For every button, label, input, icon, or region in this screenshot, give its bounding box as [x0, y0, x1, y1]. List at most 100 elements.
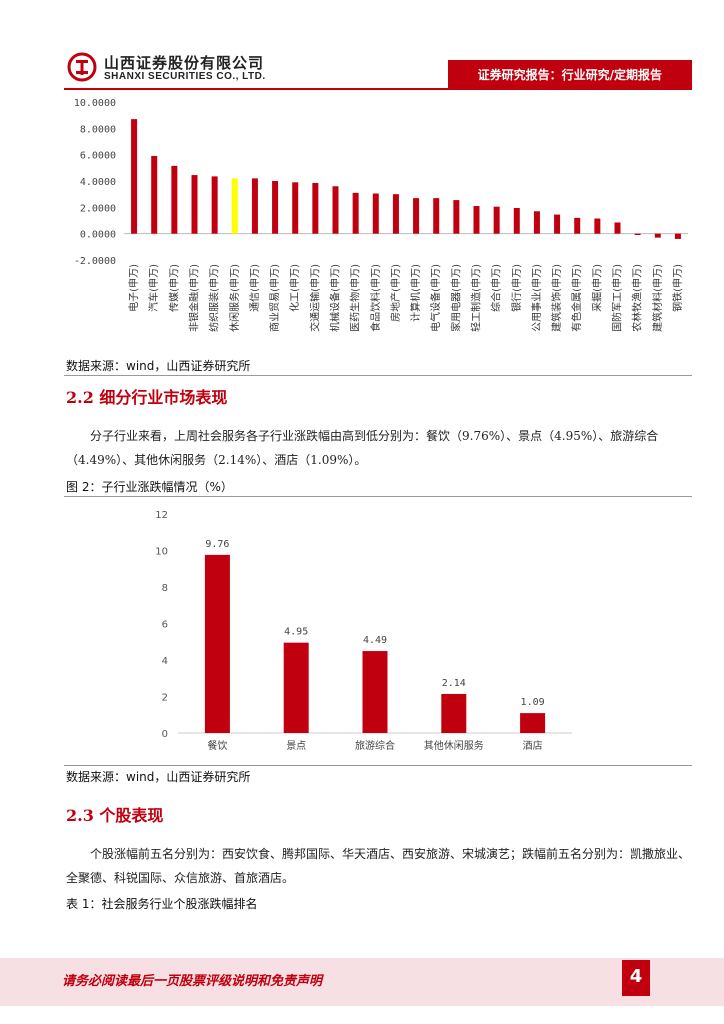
page-number: 4	[629, 966, 643, 987]
y-tick-label: 6	[162, 620, 168, 631]
footer-disclaimer: 请务必阅读最后一页股票评级说明和免责声明	[62, 974, 323, 989]
x-category-label: 化工(申万)	[288, 264, 301, 312]
bar	[513, 207, 520, 234]
x-category-label: 食品饮料(申万)	[369, 264, 382, 332]
industry-return-chart: 10.0000 8.0000 6.0000 4.0000 2.0000 0.0000 -2.…	[74, 98, 688, 332]
bar	[674, 233, 681, 239]
bar	[272, 181, 279, 234]
y-tick-label: 4.0000	[80, 177, 116, 188]
bar	[372, 193, 379, 234]
x-category-label: 传媒(申万)	[167, 264, 180, 312]
x-category-label: 电子(申万)	[127, 264, 140, 312]
report-type-bar: 证券研究报告：行业研究/定期报告	[448, 60, 692, 88]
company-name-en: SHANXI SECURITIES CO., LTD.	[104, 71, 266, 82]
section-2-2-paragraph: 分子行业来看，上周社会服务各子行业涨跌幅由高到低分别为：餐饮（9.76%）、景点…	[66, 429, 659, 467]
x-category-label: 轻工制造(申万)	[470, 264, 483, 332]
x-category-label: 通信(申万)	[248, 264, 261, 312]
x-category-label: 有色金属(申万)	[570, 264, 583, 332]
bar	[634, 233, 641, 235]
section-2-3-title: 2.3 个股表现	[66, 806, 164, 825]
bar	[554, 214, 561, 234]
data-label: 2.14	[442, 678, 466, 689]
y-tick-label: 2.0000	[80, 203, 116, 214]
x-category-label: 综合(申万)	[490, 264, 503, 312]
y-tick-label: 4	[162, 656, 168, 667]
chart2-caption: 图 2：子行业涨跌幅情况（%）	[66, 480, 233, 494]
bar	[204, 554, 230, 733]
bar	[131, 119, 138, 234]
x-category-label: 汽车(申万)	[147, 264, 160, 312]
y-tick-label: 12	[155, 510, 168, 521]
chart2-top-rule	[64, 496, 692, 497]
bar	[441, 693, 467, 733]
bar	[283, 642, 309, 733]
x-category-label: 采掘(申万)	[590, 264, 603, 312]
x-category-label: 国防军工(申万)	[611, 264, 624, 332]
x-category-label: 建筑材料(申万)	[651, 264, 664, 332]
x-category-label: 酒店	[523, 739, 543, 752]
company-name-cn: 山西证券股份有限公司	[104, 54, 265, 72]
y-tick-label: 8	[162, 583, 168, 594]
bar	[574, 217, 581, 234]
bar	[332, 186, 339, 234]
section-2-2-title: 2.2 细分行业市场表现	[66, 388, 228, 407]
x-category-label: 非银金融(申万)	[188, 264, 201, 332]
bar	[473, 206, 480, 234]
y-tick-label: -2.0000	[74, 256, 116, 267]
bar	[614, 222, 621, 234]
x-category-label: 休闲服务(申万)	[228, 264, 241, 332]
bar	[292, 182, 299, 234]
x-category-label: 钢铁(申万)	[671, 264, 684, 312]
bar	[191, 175, 198, 234]
bar	[211, 176, 218, 234]
x-category-label: 计算机(申万)	[409, 264, 422, 322]
chart1-bottom-rule	[64, 375, 692, 376]
x-category-label: 旅游综合	[355, 739, 395, 752]
x-category-label: 公用事业(申万)	[530, 264, 543, 332]
y-tick-label: 0.0000	[80, 230, 116, 241]
chart2-source: 数据来源：wind，山西证券研究所	[66, 770, 251, 784]
bar	[352, 192, 359, 234]
data-label: 4.49	[363, 635, 387, 646]
x-category-label: 餐饮	[207, 739, 227, 752]
table1-caption: 表 1：社会服务行业个股涨跌幅排名	[66, 897, 258, 911]
x-category-label: 家用电器(申万)	[449, 264, 462, 332]
y-tick-label: 2	[162, 693, 168, 704]
bar	[493, 206, 500, 234]
bar	[151, 155, 158, 234]
bar	[251, 178, 258, 234]
x-category-label: 交通运输(申万)	[308, 264, 321, 332]
bar	[171, 165, 178, 234]
y-tick-label: 8.0000	[80, 124, 116, 135]
y-tick-label: 10	[155, 547, 168, 558]
data-label: 1.09	[521, 697, 545, 708]
bar	[453, 200, 460, 234]
report-type: 证券研究报告：行业研究/定期报告	[477, 68, 662, 82]
chart2-bottom-rule	[64, 765, 692, 766]
x-category-label: 电气设备(申万)	[429, 264, 442, 332]
x-category-label: 其他休闲服务	[424, 739, 484, 752]
bar	[312, 182, 319, 234]
bar	[362, 651, 388, 733]
chart1-source: 数据来源：wind，山西证券研究所	[66, 359, 251, 373]
section-2-3-paragraph: 个股涨幅前五名分别为：西安饮食、腾邦国际、华天酒店、西安旅游、宋城演艺；跌幅前五…	[66, 847, 691, 885]
x-category-label: 农林牧渔(申万)	[631, 264, 644, 332]
bar	[654, 233, 661, 238]
header-divider	[64, 88, 692, 90]
y-tick-label: 0	[162, 729, 168, 740]
data-label: 9.76	[205, 539, 229, 550]
x-category-label: 景点	[286, 740, 306, 752]
x-category-label: 医药生物(申万)	[349, 264, 362, 332]
bar	[392, 194, 399, 234]
y-tick-label: 6.0000	[80, 151, 116, 162]
company-logo-icon	[67, 52, 97, 82]
bar	[433, 198, 440, 234]
bar	[520, 713, 546, 733]
page-header: 山西证券股份有限公司 SHANXI SECURITIES CO., LTD. 证…	[0, 0, 724, 92]
page-number-box	[622, 960, 650, 996]
sub-industry-return-chart: 12 10 8 6 4 2 0 9.76 餐饮 4.95 景点 4.49 旅游综合 2.14 其他休闲服务 1…	[155, 510, 572, 752]
x-category-label: 建筑装饰(申万)	[550, 264, 563, 332]
data-label: 4.95	[284, 627, 308, 638]
x-category-label: 机械设备(申万)	[329, 264, 342, 332]
bar	[413, 198, 420, 234]
